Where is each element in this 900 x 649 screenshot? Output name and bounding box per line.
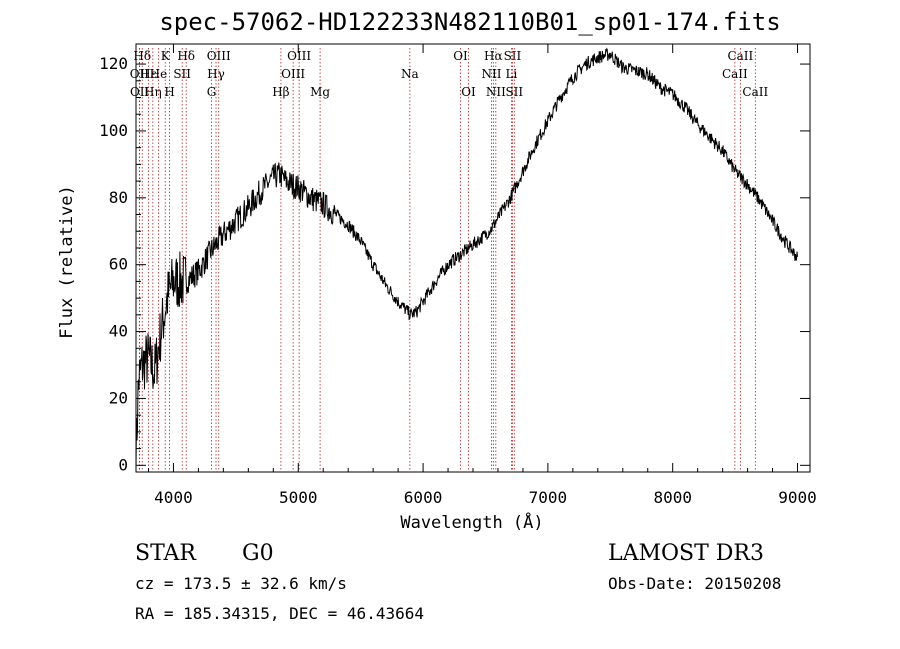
line-label-4: Hη <box>144 85 162 99</box>
x-tick-label-1: 5000 <box>279 488 318 507</box>
survey-label: LAMOST DR3 <box>608 541 764 566</box>
y-tick-label-4: 80 <box>109 188 128 207</box>
line-label-9: SII <box>173 67 191 81</box>
redshift-text: cz = 173.5 ± 32.6 km/s <box>135 574 347 593</box>
spectrum-line <box>135 47 798 469</box>
line-label-17: Na <box>401 67 419 81</box>
line-label-5: K <box>161 49 171 63</box>
subclass-label: G0 <box>242 541 274 566</box>
chart-title: spec-57062-HD122233N482110B01_sp01-174.f… <box>159 8 780 36</box>
line-label-0: Hδ <box>133 49 151 63</box>
line-label-24: Li <box>506 67 518 81</box>
plot-frame <box>135 43 811 473</box>
line-label-2: OII <box>130 85 150 99</box>
coordinates-text: RA = 185.34315, DEC = 46.43664 <box>135 604 424 623</box>
x-tick-label-2: 6000 <box>404 488 443 507</box>
line-label-7: H <box>164 85 174 99</box>
x-tick-label-5: 9000 <box>778 488 817 507</box>
x-tick-label-4: 8000 <box>653 488 692 507</box>
obs-date-text: Obs-Date: 20150208 <box>608 574 781 593</box>
y-tick-label-5: 100 <box>99 121 128 140</box>
line-label-25: SII <box>505 85 523 99</box>
line-label-22: NII <box>486 85 506 99</box>
y-tick-label-0: 0 <box>118 455 128 474</box>
line-label-10: OIII <box>207 49 231 63</box>
line-label-13: Hβ <box>272 85 289 99</box>
x-tick-label-0: 4000 <box>154 488 193 507</box>
line-label-20: Hα <box>484 49 503 63</box>
line-label-11: Hγ <box>207 67 225 81</box>
y-tick-label-2: 40 <box>109 322 128 341</box>
line-label-26: CaII <box>727 49 753 63</box>
line-label-19: OI <box>461 85 476 99</box>
line-label-21: NII <box>481 67 501 81</box>
line-label-28: CaII <box>742 85 768 99</box>
class-label: STAR <box>135 541 197 566</box>
line-label-14: OIII <box>287 49 311 63</box>
line-label-8: Hδ <box>177 49 195 63</box>
y-tick-label-3: 60 <box>109 255 128 274</box>
line-label-6: He <box>150 67 168 81</box>
y-tick-label-6: 120 <box>99 54 128 73</box>
line-label-23: SII <box>504 49 522 63</box>
line-label-16: Mg <box>310 85 330 99</box>
y-tick-label-1: 20 <box>109 388 128 407</box>
line-label-12: G <box>207 85 217 99</box>
x-tick-label-3: 7000 <box>529 488 568 507</box>
line-label-15: OIII <box>281 67 305 81</box>
line-label-18: OI <box>453 49 468 63</box>
y-axis-label: Flux (relative) <box>57 185 77 339</box>
x-axis-label: Wavelength (Å) <box>400 511 543 533</box>
line-label-27: CaII <box>722 67 748 81</box>
